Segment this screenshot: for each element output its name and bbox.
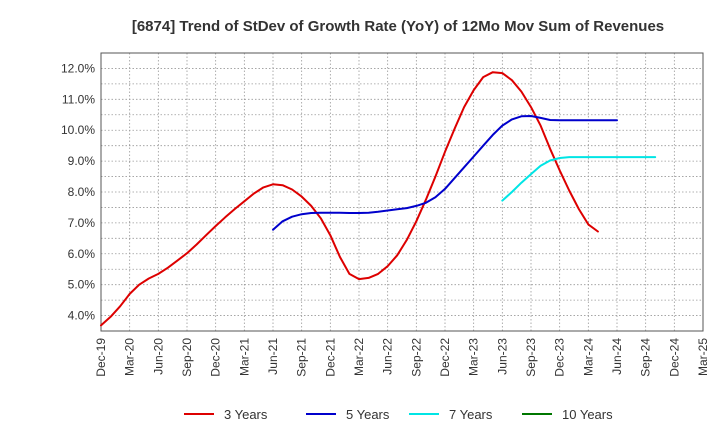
x-tick-label: Jun-22: [381, 338, 395, 375]
x-tick-label: Jun-21: [266, 338, 280, 375]
x-tick-label: Dec-24: [667, 338, 681, 377]
x-tick-label: Sep-23: [524, 338, 538, 377]
y-axis: 4.0% 5.0% 6.0% 7.0% 8.0% 9.0% 10.0% 11.0% 12.0%: [61, 61, 95, 322]
series-line-1: [100, 71, 599, 327]
x-tick-label: Jun-23: [495, 338, 509, 375]
y-tick-label: 11.0%: [62, 92, 95, 106]
x-tick-label: Mar-22: [352, 338, 366, 376]
series-lines: [100, 71, 657, 327]
x-tick-label: Sep-22: [409, 338, 423, 377]
y-tick-label: 7.0%: [68, 216, 96, 230]
legend-label: 10 Years: [562, 407, 613, 422]
series-line-3: [501, 156, 657, 202]
chart-title: [6874] Trend of StDev of Growth Rate (Yo…: [132, 18, 664, 35]
y-tick-label: 6.0%: [68, 247, 96, 261]
x-tick-label: Jun-24: [610, 338, 624, 375]
y-tick-label: 8.0%: [68, 185, 96, 199]
x-tick-label: Jun-20: [151, 338, 165, 375]
y-tick-label: 5.0%: [68, 278, 96, 292]
x-tick-label: Sep-24: [639, 338, 653, 377]
y-tick-label: 12.0%: [61, 61, 95, 75]
legend-label: 3 Years: [224, 407, 268, 422]
x-tick-label: Mar-25: [696, 338, 710, 376]
series-line-2: [272, 115, 618, 231]
x-tick-label: Dec-19: [94, 338, 108, 377]
y-tick-label: 4.0%: [68, 309, 96, 323]
x-axis: Dec-19 Mar-20 Jun-20 Sep-20 Dec-20 Mar-21 Jun-…: [94, 338, 710, 377]
legend-label: 5 Years: [346, 407, 390, 422]
x-tick-label: Mar-23: [467, 338, 481, 376]
x-tick-label: Mar-21: [237, 338, 251, 376]
y-tick-label: 9.0%: [68, 154, 96, 168]
x-tick-label: Sep-21: [295, 338, 309, 377]
x-tick-label: Sep-20: [180, 338, 194, 377]
x-tick-label: Dec-22: [438, 338, 452, 377]
legend: 3 Years 5 Years 7 Years 10 Years: [184, 407, 613, 422]
y-tick-label: 10.0%: [61, 123, 95, 137]
x-tick-label: Dec-23: [553, 338, 567, 377]
x-tick-label: Dec-20: [209, 338, 223, 377]
x-tick-label: Dec-21: [323, 338, 337, 377]
x-tick-label: Mar-20: [123, 338, 137, 376]
plot-border: [100, 52, 704, 332]
legend-label: 7 Years: [449, 407, 493, 422]
plot-area: [100, 52, 704, 332]
x-tick-label: Mar-24: [581, 338, 595, 376]
